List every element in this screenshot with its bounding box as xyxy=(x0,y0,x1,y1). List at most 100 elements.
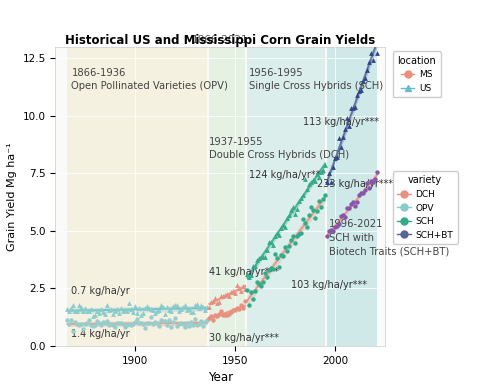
Point xyxy=(295,231,303,237)
Point xyxy=(253,256,261,263)
Point xyxy=(204,316,212,323)
Point xyxy=(72,319,80,325)
Text: 1866-1936: 1866-1936 xyxy=(72,68,126,77)
Point xyxy=(271,251,279,257)
Point xyxy=(128,322,136,328)
Point xyxy=(158,302,166,308)
Point xyxy=(215,299,223,305)
Point xyxy=(166,307,173,313)
Point xyxy=(297,195,305,201)
Point xyxy=(90,323,98,329)
Point xyxy=(84,308,92,314)
Point xyxy=(112,324,120,330)
Point xyxy=(76,321,84,328)
Point xyxy=(351,104,359,111)
Point xyxy=(245,302,253,308)
Point xyxy=(363,180,371,186)
Text: 1996-2021: 1996-2021 xyxy=(329,219,384,230)
Point xyxy=(361,75,369,81)
Point xyxy=(160,318,168,325)
Point xyxy=(337,212,345,219)
Point xyxy=(150,307,158,313)
Point xyxy=(100,319,108,325)
Point xyxy=(194,322,202,328)
Point xyxy=(265,267,273,273)
Point xyxy=(279,253,287,259)
Point xyxy=(323,233,331,239)
Point xyxy=(178,306,186,312)
Point xyxy=(237,288,245,294)
Point xyxy=(247,289,255,295)
Point xyxy=(357,190,365,196)
Point xyxy=(285,212,293,218)
Bar xyxy=(247,47,325,346)
Point xyxy=(241,285,249,292)
Point xyxy=(132,319,140,325)
Point xyxy=(267,265,275,272)
Point xyxy=(255,281,263,287)
Point xyxy=(104,301,112,308)
Point xyxy=(70,302,78,308)
Point xyxy=(289,204,297,210)
Point xyxy=(365,185,373,191)
Point xyxy=(303,224,311,231)
Point xyxy=(323,179,331,185)
Point xyxy=(176,308,184,314)
Point xyxy=(198,301,205,308)
Bar xyxy=(327,47,377,346)
Point xyxy=(317,204,325,210)
Point xyxy=(215,311,223,317)
Point xyxy=(263,247,271,253)
Point xyxy=(64,305,72,312)
Point xyxy=(74,321,82,327)
Point xyxy=(182,302,190,308)
Point xyxy=(227,309,235,315)
Point xyxy=(180,304,188,310)
Point xyxy=(126,300,134,306)
Point xyxy=(156,307,164,313)
Point xyxy=(299,192,307,198)
Point xyxy=(213,312,221,319)
Point xyxy=(178,319,186,326)
Point xyxy=(66,321,74,327)
Point xyxy=(84,320,92,326)
Point xyxy=(192,316,200,322)
Point xyxy=(82,321,90,328)
Point xyxy=(102,311,110,317)
Point xyxy=(235,306,243,312)
Point xyxy=(247,272,255,278)
Point xyxy=(257,254,265,260)
Legend: DCH, OPV, SCH, SCH+BT: DCH, OPV, SCH, SCH+BT xyxy=(393,171,458,244)
Point xyxy=(209,298,217,304)
Bar xyxy=(210,47,245,346)
Point xyxy=(327,226,335,233)
Point xyxy=(106,322,114,328)
Point xyxy=(80,326,88,332)
Point xyxy=(329,228,337,234)
Point xyxy=(138,312,145,318)
Point xyxy=(267,239,275,245)
Point xyxy=(94,318,102,325)
Point xyxy=(108,306,116,312)
Point xyxy=(217,308,225,314)
Point xyxy=(255,255,263,261)
Point xyxy=(277,224,285,231)
Point xyxy=(245,274,253,280)
Point xyxy=(104,318,112,324)
Point xyxy=(162,318,170,324)
Point xyxy=(184,320,192,326)
Point xyxy=(116,310,124,316)
Point xyxy=(140,310,147,316)
Text: 1937-1955: 1937-1955 xyxy=(210,136,264,147)
Point xyxy=(373,50,381,56)
Point xyxy=(196,305,203,311)
Point xyxy=(239,282,247,289)
Point xyxy=(373,169,381,175)
Point xyxy=(361,187,369,193)
Point xyxy=(311,178,319,184)
Point xyxy=(293,233,301,239)
Point xyxy=(172,314,179,321)
Point xyxy=(309,206,317,213)
Point xyxy=(253,279,261,285)
Point xyxy=(168,323,175,330)
